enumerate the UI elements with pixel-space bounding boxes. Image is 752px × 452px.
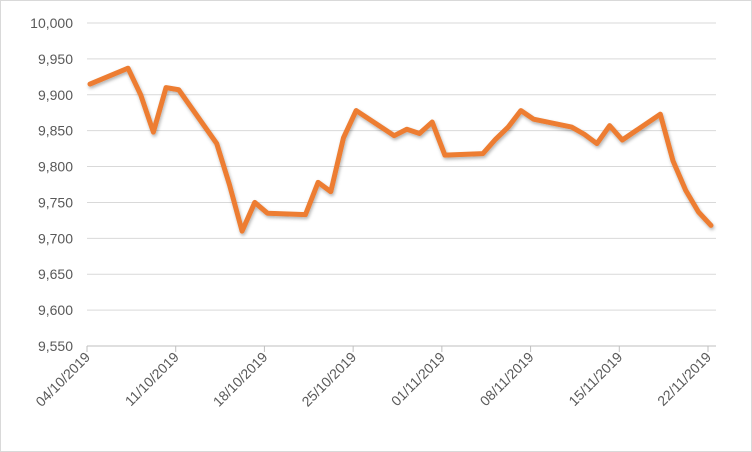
y-tick-label: 9,600: [38, 302, 73, 318]
x-tick-label: 15/11/2019: [565, 349, 625, 409]
x-tick-label: 04/10/2019: [32, 349, 93, 410]
y-tick-label: 9,650: [38, 266, 73, 282]
x-tick-label: 18/10/2019: [210, 349, 271, 410]
series-line: [87, 65, 714, 234]
y-tick-label: 9,750: [38, 194, 73, 210]
y-tick-label: 9,950: [38, 51, 73, 67]
x-tick-label: 08/11/2019: [477, 349, 537, 409]
x-tick-label: 22/11/2019: [654, 349, 714, 409]
y-tick-label: 9,850: [38, 123, 73, 139]
x-tick-label: 01/11/2019: [388, 349, 448, 409]
y-tick-label: 9,800: [38, 159, 73, 175]
y-tick-label: 9,900: [38, 87, 73, 103]
y-tick-label: 10,000: [30, 15, 73, 31]
x-tick-label: 25/10/2019: [298, 349, 359, 410]
y-tick-label: 9,700: [38, 230, 73, 246]
y-tick-label: 9,550: [38, 338, 73, 354]
x-tick-label: 11/10/2019: [122, 349, 182, 409]
